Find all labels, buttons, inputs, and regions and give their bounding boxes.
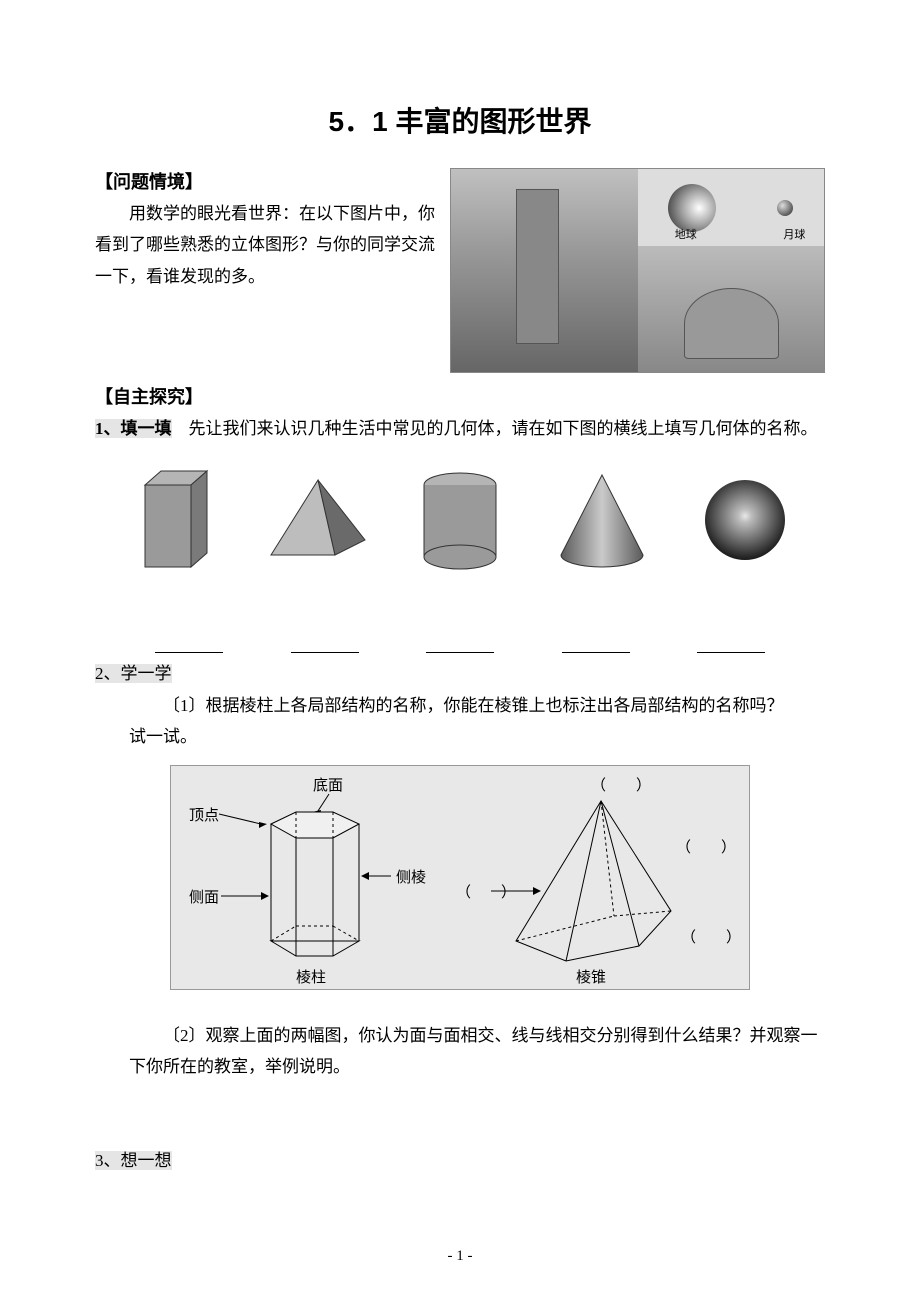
item-2-sub1-a: 〔1〕根据棱柱上各局部结构的名称，你能在棱锥上也标注出各局部结构的名称吗？	[95, 690, 825, 721]
shape-cylinder	[400, 462, 520, 577]
blank-2[interactable]	[291, 635, 359, 653]
label-lengzhui: 棱锥	[576, 966, 606, 987]
item-1: 1、填一填 先让我们来认识几种生活中常见的几何体，请在如下图的横线上填写几何体的…	[95, 413, 825, 444]
prism-pyramid-diagram: 顶点 底面 侧棱 侧面 棱柱 棱锥 （ ） （ ） （ ） （ ）	[170, 765, 750, 990]
item-2: 2、学一学	[95, 658, 825, 689]
item-2-sub1-b: 试一试。	[95, 721, 825, 752]
paren-blank-3[interactable]: （ ）	[456, 881, 516, 902]
photo-building	[451, 169, 638, 372]
blank-5[interactable]	[697, 635, 765, 653]
blank-3[interactable]	[426, 635, 494, 653]
paren-blank-4[interactable]: （ ）	[681, 926, 741, 947]
intro-paragraph: 用数学的眼光看世界：在以下图片中，你看到了哪些熟悉的立体图形？与你的同学交流一下…	[95, 198, 435, 292]
earth-label: 地球	[675, 226, 697, 242]
label-lengzhu: 棱柱	[296, 966, 326, 987]
label-dimian: 底面	[313, 774, 343, 795]
earth-sphere-icon	[668, 184, 716, 232]
shape-cuboid	[115, 462, 235, 577]
label-celeng: 侧棱	[396, 866, 426, 887]
shape-pyramid	[258, 462, 378, 577]
item-1-lead: 1、填一填	[95, 419, 172, 438]
moon-label: 月球	[783, 226, 805, 242]
shape-sphere	[685, 462, 805, 577]
label-cemian: 侧面	[189, 886, 219, 907]
intro-row: 【问题情境】 用数学的眼光看世界：在以下图片中，你看到了哪些熟悉的立体图形？与你…	[95, 168, 825, 373]
item-3-lead: 3、想一想	[95, 1151, 172, 1170]
moon-sphere-icon	[777, 200, 793, 216]
blanks-row	[155, 635, 765, 653]
shape-cone	[543, 462, 663, 577]
photo-temple	[638, 246, 825, 372]
photo-planets: 地球 月球	[638, 169, 825, 246]
blank-1[interactable]	[155, 635, 223, 653]
blank-4[interactable]	[562, 635, 630, 653]
page-title: 5．1 丰富的图形世界	[95, 100, 825, 140]
item-2-sub2: 〔2〕观察上面的两幅图，你认为面与面相交、线与线相交分别得到什么结果？并观察一下…	[95, 1020, 825, 1083]
item-2-lead: 2、学一学	[95, 664, 172, 683]
intro-photo-collage: 地球 月球	[450, 168, 825, 373]
shapes-row	[115, 462, 805, 577]
label-dingdian: 顶点	[189, 804, 219, 825]
section-heading-1: 【问题情境】	[95, 168, 435, 194]
section-heading-2: 【自主探究】	[95, 383, 825, 409]
paren-blank-2[interactable]: （ ）	[676, 836, 736, 857]
paren-blank-1[interactable]: （ ）	[591, 774, 651, 795]
item-3: 3、想一想	[95, 1145, 825, 1176]
item-1-text: 先让我们来认识几种生活中常见的几何体，请在如下图的横线上填写几何体的名称。	[172, 419, 818, 438]
page-number: - 1 -	[0, 1248, 920, 1265]
